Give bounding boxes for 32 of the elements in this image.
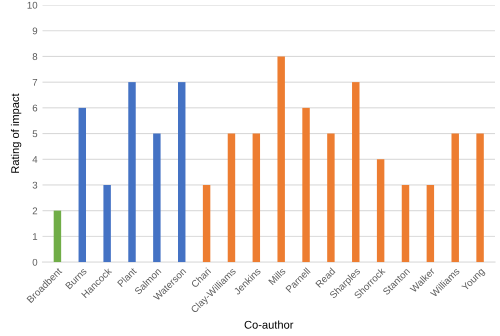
y-tick-label: 10 (28, 2, 38, 9)
bar (476, 134, 484, 262)
bar (402, 184, 410, 262)
y-axis-title: Rating of impact (10, 93, 22, 173)
y-tick-label: 4 (32, 156, 38, 163)
bar (327, 134, 335, 262)
x-tick-label: Mills (268, 267, 286, 286)
y-tick-label: 3 (32, 182, 38, 189)
bar (103, 184, 111, 262)
bar (78, 108, 86, 262)
bar (352, 82, 360, 262)
bar (128, 82, 136, 262)
bar (426, 184, 434, 262)
bar (153, 134, 161, 262)
y-tick-label: 2 (32, 207, 38, 214)
y-tick-label: 8 (32, 53, 38, 60)
bar (178, 82, 186, 262)
y-tick-label: 5 (32, 130, 38, 138)
bar (451, 134, 459, 262)
bar (54, 210, 62, 262)
y-tick-label: 1 (32, 233, 38, 240)
bar (277, 56, 285, 262)
y-tick-label: 7 (32, 78, 38, 86)
bar (202, 184, 210, 262)
bar (376, 159, 384, 262)
bar (302, 108, 310, 262)
y-tick-label: 0 (32, 258, 38, 266)
bar (228, 134, 236, 262)
y-tick-label: 9 (32, 27, 38, 34)
x-axis-title: Co-author (244, 320, 294, 329)
bar (252, 134, 260, 262)
y-tick-label: 6 (32, 104, 38, 112)
